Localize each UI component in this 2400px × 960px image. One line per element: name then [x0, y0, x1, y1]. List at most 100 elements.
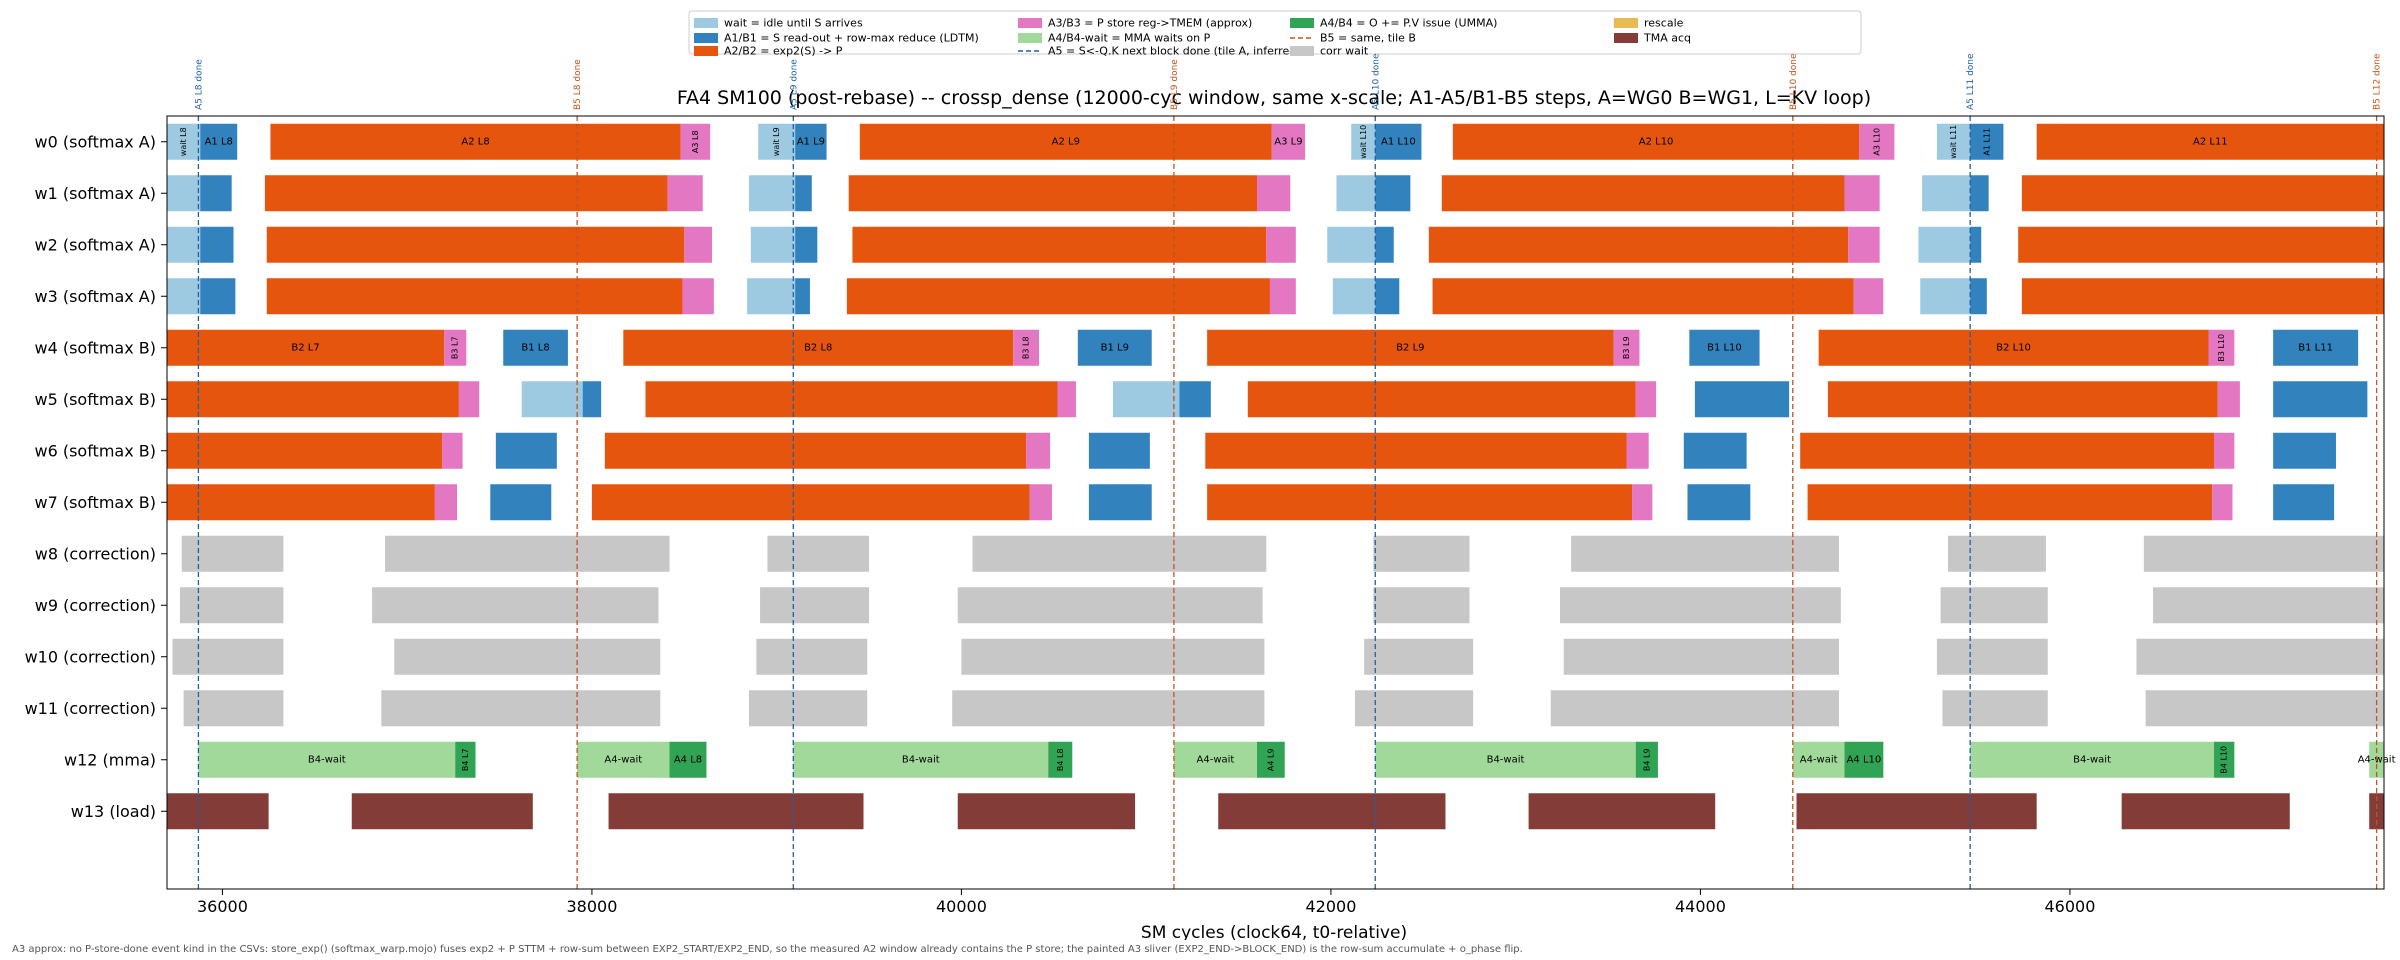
bar-stp	[1859, 123, 1895, 160]
y-tick-label: w5 (softmax B)	[34, 390, 156, 409]
bar-label: A2 L11	[2193, 136, 2228, 147]
bar-label: B1 L11	[2298, 342, 2333, 353]
bar-label: A1 L11	[1982, 128, 1991, 156]
y-tick-label: w12 (mma)	[64, 750, 156, 769]
bar-wait	[167, 226, 201, 263]
bar-ldtm	[582, 381, 602, 418]
bar-corr	[1560, 587, 1841, 624]
bar-exp	[1807, 484, 2213, 521]
bar-corr	[394, 638, 661, 675]
y-tick-label: w9 (correction)	[35, 596, 156, 615]
y-tick-label: w10 (correction)	[25, 647, 156, 666]
bar-label: B4 L8	[1056, 748, 1065, 771]
bar-exp	[266, 226, 685, 263]
bar-mmawait	[1375, 741, 1636, 778]
bar-ldtm	[1179, 381, 1211, 418]
legend-label: corr wait	[1320, 45, 1369, 58]
bar-wait	[1351, 123, 1376, 160]
x-tick-label: 36000	[197, 897, 248, 916]
bar-corr	[957, 587, 1263, 624]
bar-corr	[2136, 638, 2384, 675]
bar-exp	[1452, 123, 1860, 160]
bar-corr	[1373, 535, 1470, 572]
y-tick-label: w7 (softmax B)	[34, 493, 156, 512]
bar-stp	[1844, 175, 1880, 212]
legend-swatch	[694, 18, 718, 28]
legend-swatch	[1614, 33, 1638, 43]
bar-stp	[458, 381, 480, 418]
bar-stp	[434, 484, 458, 521]
bar-wait	[167, 175, 201, 212]
bar-exp	[604, 432, 1027, 469]
plot-area: wait L8 A1 L8 A2 L8 A3 L8 wait L9 A1 L9 A2 L9 A…	[25, 53, 2396, 916]
bar-label: A3 L8	[691, 130, 700, 153]
bar-corr	[767, 535, 870, 572]
bar-label: B2 L7	[291, 342, 319, 353]
bar-wait	[1918, 226, 1971, 263]
bar-tma	[1528, 793, 1716, 830]
bar-ldtm	[200, 278, 236, 315]
bar-ldtm	[495, 432, 557, 469]
legend-label: A5 = S<-Q.K next block done (tile A, inf…	[1048, 45, 1300, 58]
bar-ldtm	[2273, 329, 2359, 366]
bar-label: A2 L8	[461, 136, 489, 147]
bar-corr	[172, 638, 284, 675]
bar-wait	[521, 381, 583, 418]
x-tick-label: 44000	[1675, 897, 1726, 916]
bar-exp	[167, 329, 445, 366]
bar-stp	[1853, 278, 1884, 315]
y-tick-label: w11 (correction)	[25, 699, 156, 718]
legend-frame	[688, 10, 1862, 55]
bar-corr	[1354, 690, 1474, 727]
y-tick-label: w4 (softmax B)	[34, 338, 156, 357]
bar-ldtm	[200, 123, 238, 160]
bar-stp	[2217, 381, 2240, 418]
bar-label: A2 L10	[1639, 136, 1674, 147]
bar-wait	[1936, 123, 1971, 160]
bar-stp	[1029, 484, 1052, 521]
bar-ldtm	[2273, 484, 2335, 521]
bar-wait	[1920, 278, 1971, 315]
bar-corr	[1550, 690, 1839, 727]
bar-corr	[2145, 690, 2384, 727]
marker-label: A5 L8 done	[194, 59, 204, 110]
bar-stp	[444, 329, 467, 366]
bar-ldtm	[1077, 329, 1152, 366]
bar-stp	[2212, 484, 2233, 521]
bar-label: B4-wait	[308, 754, 346, 765]
legend-label: A2/B2 = exp2(S) -> P	[724, 45, 843, 58]
bar-exp	[1207, 329, 1614, 366]
bar-exp	[1827, 381, 2218, 418]
footnote: A3 approx: no P-store-done event kind in…	[12, 944, 1523, 955]
bar-corr	[1942, 690, 2048, 727]
bar-corr	[760, 587, 870, 624]
bar-corr	[1373, 587, 1470, 624]
bar-ldtm	[1689, 329, 1760, 366]
legend-label: TMA acq	[1643, 32, 1691, 45]
bar-exp	[266, 278, 683, 315]
bar-label: B3 L7	[451, 336, 460, 359]
bar-label: B1 L9	[1101, 342, 1129, 353]
bar-corr	[748, 690, 868, 727]
bar-corr	[972, 535, 1267, 572]
bar-corr	[179, 587, 284, 624]
bar-ldtm	[490, 484, 552, 521]
bar-exp	[1247, 381, 1636, 418]
bar-label: A1 L10	[1381, 136, 1416, 147]
bar-stp	[1266, 226, 1296, 263]
bar-label: B2 L9	[1396, 342, 1424, 353]
bar-stp	[1057, 381, 1076, 418]
bar-label: A4 L10	[1847, 754, 1882, 765]
bar-ldtm	[200, 175, 232, 212]
bar-ldtm	[1375, 123, 1422, 160]
bar-tma	[2369, 793, 2384, 830]
bar-wait	[750, 226, 796, 263]
bar-mmawait	[1792, 741, 1845, 778]
bar-ldtm	[1970, 226, 1982, 263]
bar-wait	[758, 123, 796, 160]
bar-label: B4-wait	[902, 754, 940, 765]
bar-tma	[957, 793, 1136, 830]
bar-corr	[1936, 638, 2048, 675]
bar-stp	[1269, 278, 1296, 315]
bar-label: A4 L8	[674, 754, 702, 765]
